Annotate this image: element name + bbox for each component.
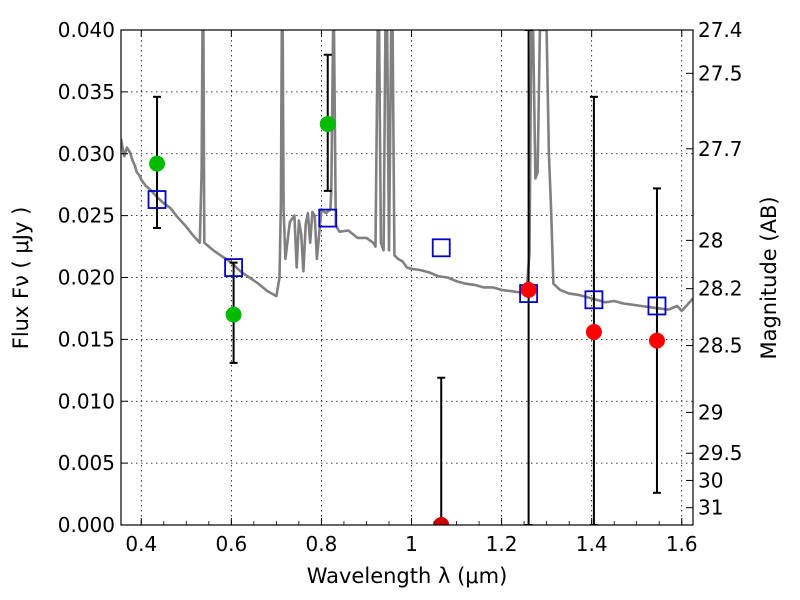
y-tick-label: 0.010 xyxy=(58,389,115,413)
model-spectrum-line xyxy=(121,30,693,313)
grid-lines xyxy=(121,29,693,526)
y2-tick-label: 27.4 xyxy=(698,18,743,42)
observed-point xyxy=(225,306,242,323)
y2-tick-label: 31 xyxy=(698,496,723,520)
y-tick-label: 0.040 xyxy=(58,18,115,42)
y-tick-label: 0.005 xyxy=(58,451,115,475)
y2-axis-label: Magnitude (AB) xyxy=(757,196,781,359)
x-tick-label: 1.6 xyxy=(666,532,698,556)
observed-point xyxy=(149,155,166,172)
y-axis-label: Flux Fν ( μJy ) xyxy=(9,207,33,350)
y2-tick-label: 28.2 xyxy=(698,277,743,301)
y2-tick-label: 29 xyxy=(698,400,723,424)
model-photometry-square xyxy=(431,238,451,258)
observed-point xyxy=(520,281,537,298)
x-axis-label: Wavelength λ (μm) xyxy=(307,564,508,588)
x-tick-label: 1.4 xyxy=(576,532,608,556)
y2-tick-label: 27.7 xyxy=(698,137,743,161)
x-tick-label: 1.2 xyxy=(486,532,518,556)
y-tick-label: 0.015 xyxy=(58,327,115,351)
y-tick-label: 0.030 xyxy=(58,142,115,166)
model-photometry-square xyxy=(647,296,667,316)
observed-point xyxy=(585,323,602,340)
model-photometry-square xyxy=(147,190,167,209)
x-tick-label: 1 xyxy=(405,532,418,556)
x-tick-label: 0.6 xyxy=(215,532,247,556)
y2-tick-label: 27.5 xyxy=(698,61,743,85)
axis-ticks: 0.4 0.6 0.8 1 1.2 1.4 1.6 0.000 0.005 0.010 0.015 0… xyxy=(58,18,743,556)
y2-tick-label: 28.5 xyxy=(698,334,743,358)
model-photometry-square xyxy=(318,208,338,228)
y2-tick-label: 30 xyxy=(698,468,723,492)
y2-tick-label: 29.5 xyxy=(698,441,743,465)
observed-point xyxy=(319,116,336,133)
model-photometry-square xyxy=(584,290,604,310)
y-tick-label: 0.035 xyxy=(58,80,115,104)
y2-tick-label: 28 xyxy=(698,228,723,252)
model-photometry-square xyxy=(224,258,243,278)
y-tick-label: 0.020 xyxy=(58,266,115,290)
x-tick-label: 0.4 xyxy=(125,532,157,556)
plot-area xyxy=(121,30,693,525)
observed-point xyxy=(648,332,665,349)
y-tick-label: 0.000 xyxy=(58,513,115,537)
x-tick-label: 0.8 xyxy=(306,532,338,556)
observed-point xyxy=(433,517,450,525)
y-tick-label: 0.025 xyxy=(58,204,115,228)
